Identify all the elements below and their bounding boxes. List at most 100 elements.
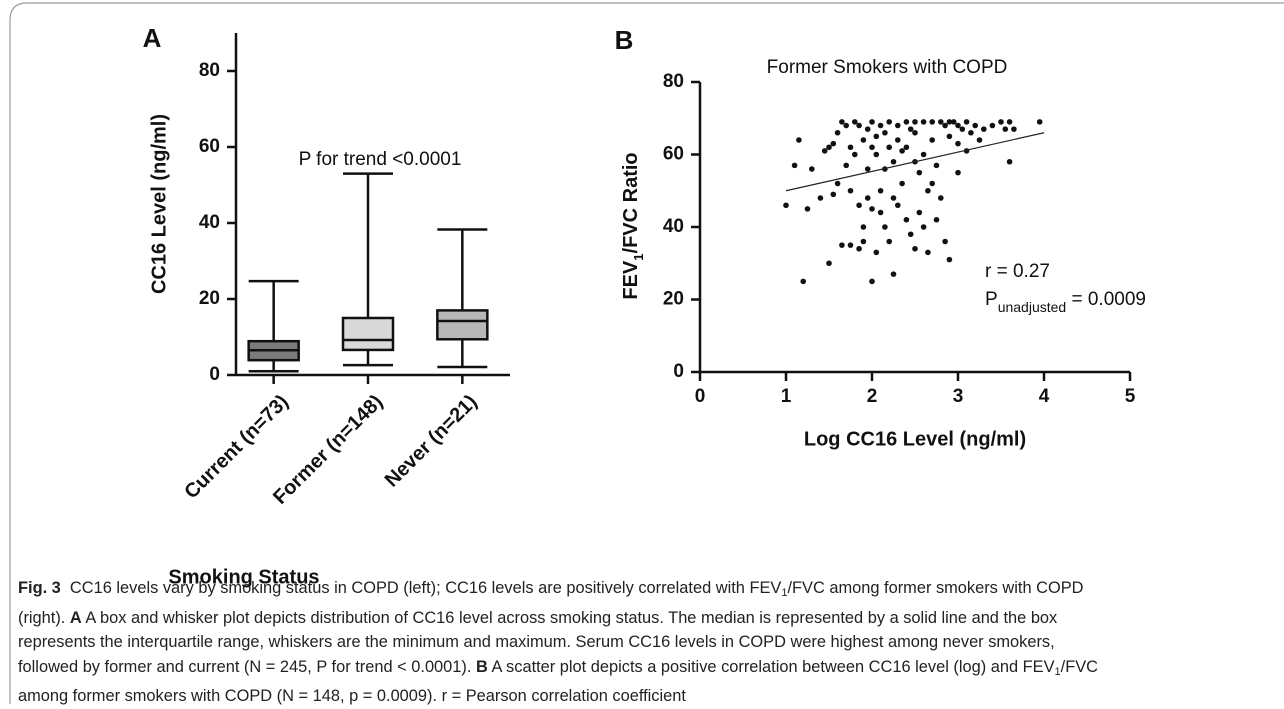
data-point <box>1011 126 1017 132</box>
data-point <box>830 191 837 198</box>
caption-subscript: 1 <box>781 587 788 599</box>
data-point <box>989 122 996 129</box>
caption-line: Fig. 3 CC16 levels vary by smoking statu… <box>18 576 1278 606</box>
caption-text: among former smokers with COPD (N = 148,… <box>18 687 686 705</box>
trend-line <box>785 132 1045 192</box>
data-point <box>907 231 914 238</box>
caption: Fig. 3 CC16 levels vary by smoking statu… <box>18 576 1278 709</box>
data-point <box>873 151 880 158</box>
panel-label: A <box>143 23 162 53</box>
data-point <box>830 140 837 147</box>
caption-subscript: 1 <box>1054 665 1061 678</box>
data-point <box>942 122 948 129</box>
x-axis-label: Smoking Status <box>168 566 319 588</box>
data-point <box>912 129 918 136</box>
data-point <box>981 126 987 132</box>
figure-frame <box>9 2 1284 704</box>
label-subscript: 1 <box>631 253 646 260</box>
data-point <box>843 122 849 129</box>
y-tick-label: 40 <box>663 216 684 237</box>
x-tick-label: 1 <box>781 386 792 407</box>
data-point <box>895 122 901 129</box>
x-tick-label: 4 <box>1039 386 1050 407</box>
data-point <box>1006 119 1013 125</box>
y-tick-label: 20 <box>199 288 220 309</box>
data-point <box>938 195 944 201</box>
box <box>436 309 489 341</box>
data-point <box>1002 126 1009 132</box>
data-point <box>903 119 910 125</box>
caption-text: /FVC <box>1060 657 1098 676</box>
data-point <box>869 206 875 212</box>
x-axis-label: Log CC16 Level (ng/ml) <box>804 428 1026 450</box>
data-point <box>925 249 931 256</box>
data-point <box>847 144 854 151</box>
data-point <box>929 119 935 125</box>
y-tick-label: 80 <box>199 60 220 81</box>
caption-line: represents the interquartile range, whis… <box>18 630 1278 655</box>
data-point <box>852 151 858 158</box>
data-point <box>864 166 871 172</box>
data-point <box>856 122 862 129</box>
x-tick-label: Never (n=21) <box>381 391 482 492</box>
panel-label: B <box>615 25 634 55</box>
data-point <box>834 129 841 136</box>
caption-text: CC16 levels vary by smoking status in CO… <box>60 579 782 597</box>
x-tick-label: 5 <box>1125 386 1136 407</box>
data-point <box>877 187 884 194</box>
y-tick-label: 60 <box>199 136 220 157</box>
data-point <box>860 137 867 143</box>
caption-line: among former smokers with COPD (N = 148,… <box>18 684 1278 709</box>
data-point <box>899 180 905 187</box>
data-point <box>899 148 905 154</box>
data-point <box>946 256 953 263</box>
data-point <box>895 137 901 143</box>
data-point <box>972 122 978 129</box>
data-point <box>1006 158 1013 165</box>
data-point <box>890 158 897 165</box>
panel-ref: B <box>475 657 488 676</box>
x-tick-label: 0 <box>695 386 706 407</box>
data-point <box>877 209 884 216</box>
data-point <box>938 119 944 125</box>
data-point <box>903 216 910 223</box>
data-point <box>886 238 892 245</box>
data-point <box>847 187 854 194</box>
annotation-part: = 0.0009 <box>1066 289 1146 310</box>
data-point <box>916 169 923 176</box>
data-point <box>942 238 948 245</box>
data-point <box>791 162 798 169</box>
data-point <box>903 144 910 151</box>
data-point <box>856 202 862 209</box>
annotation-subscript: unadjusted <box>998 299 1067 315</box>
data-point <box>955 122 961 129</box>
data-point <box>886 119 892 125</box>
data-point <box>864 195 871 201</box>
y-axis-label: CC16 Level (ng/ml) <box>148 114 170 294</box>
label-part: FEV <box>620 260 642 300</box>
data-point <box>895 202 901 209</box>
data-point <box>920 119 927 125</box>
data-point <box>809 166 815 172</box>
caption-text: A box and whisker plot depicts distribut… <box>81 608 1058 627</box>
data-point <box>998 119 1004 125</box>
data-point <box>873 133 880 140</box>
data-point <box>929 137 935 143</box>
data-point <box>834 180 841 187</box>
caption-text: represents the interquartile range, whis… <box>18 633 1055 651</box>
panel-ref: A <box>69 608 82 627</box>
data-point <box>890 271 897 277</box>
data-point <box>804 206 811 212</box>
data-point <box>826 144 832 151</box>
data-point <box>860 224 867 230</box>
data-point <box>839 242 845 248</box>
data-point <box>950 119 957 125</box>
caption-text: A scatter plot depicts a positive correl… <box>487 657 1055 676</box>
data-point <box>864 126 871 132</box>
annotation: Punadjusted = 0.0009 <box>985 289 1146 315</box>
data-point <box>869 119 875 125</box>
label-part: /FVC Ratio <box>620 152 642 253</box>
data-point <box>933 216 940 223</box>
